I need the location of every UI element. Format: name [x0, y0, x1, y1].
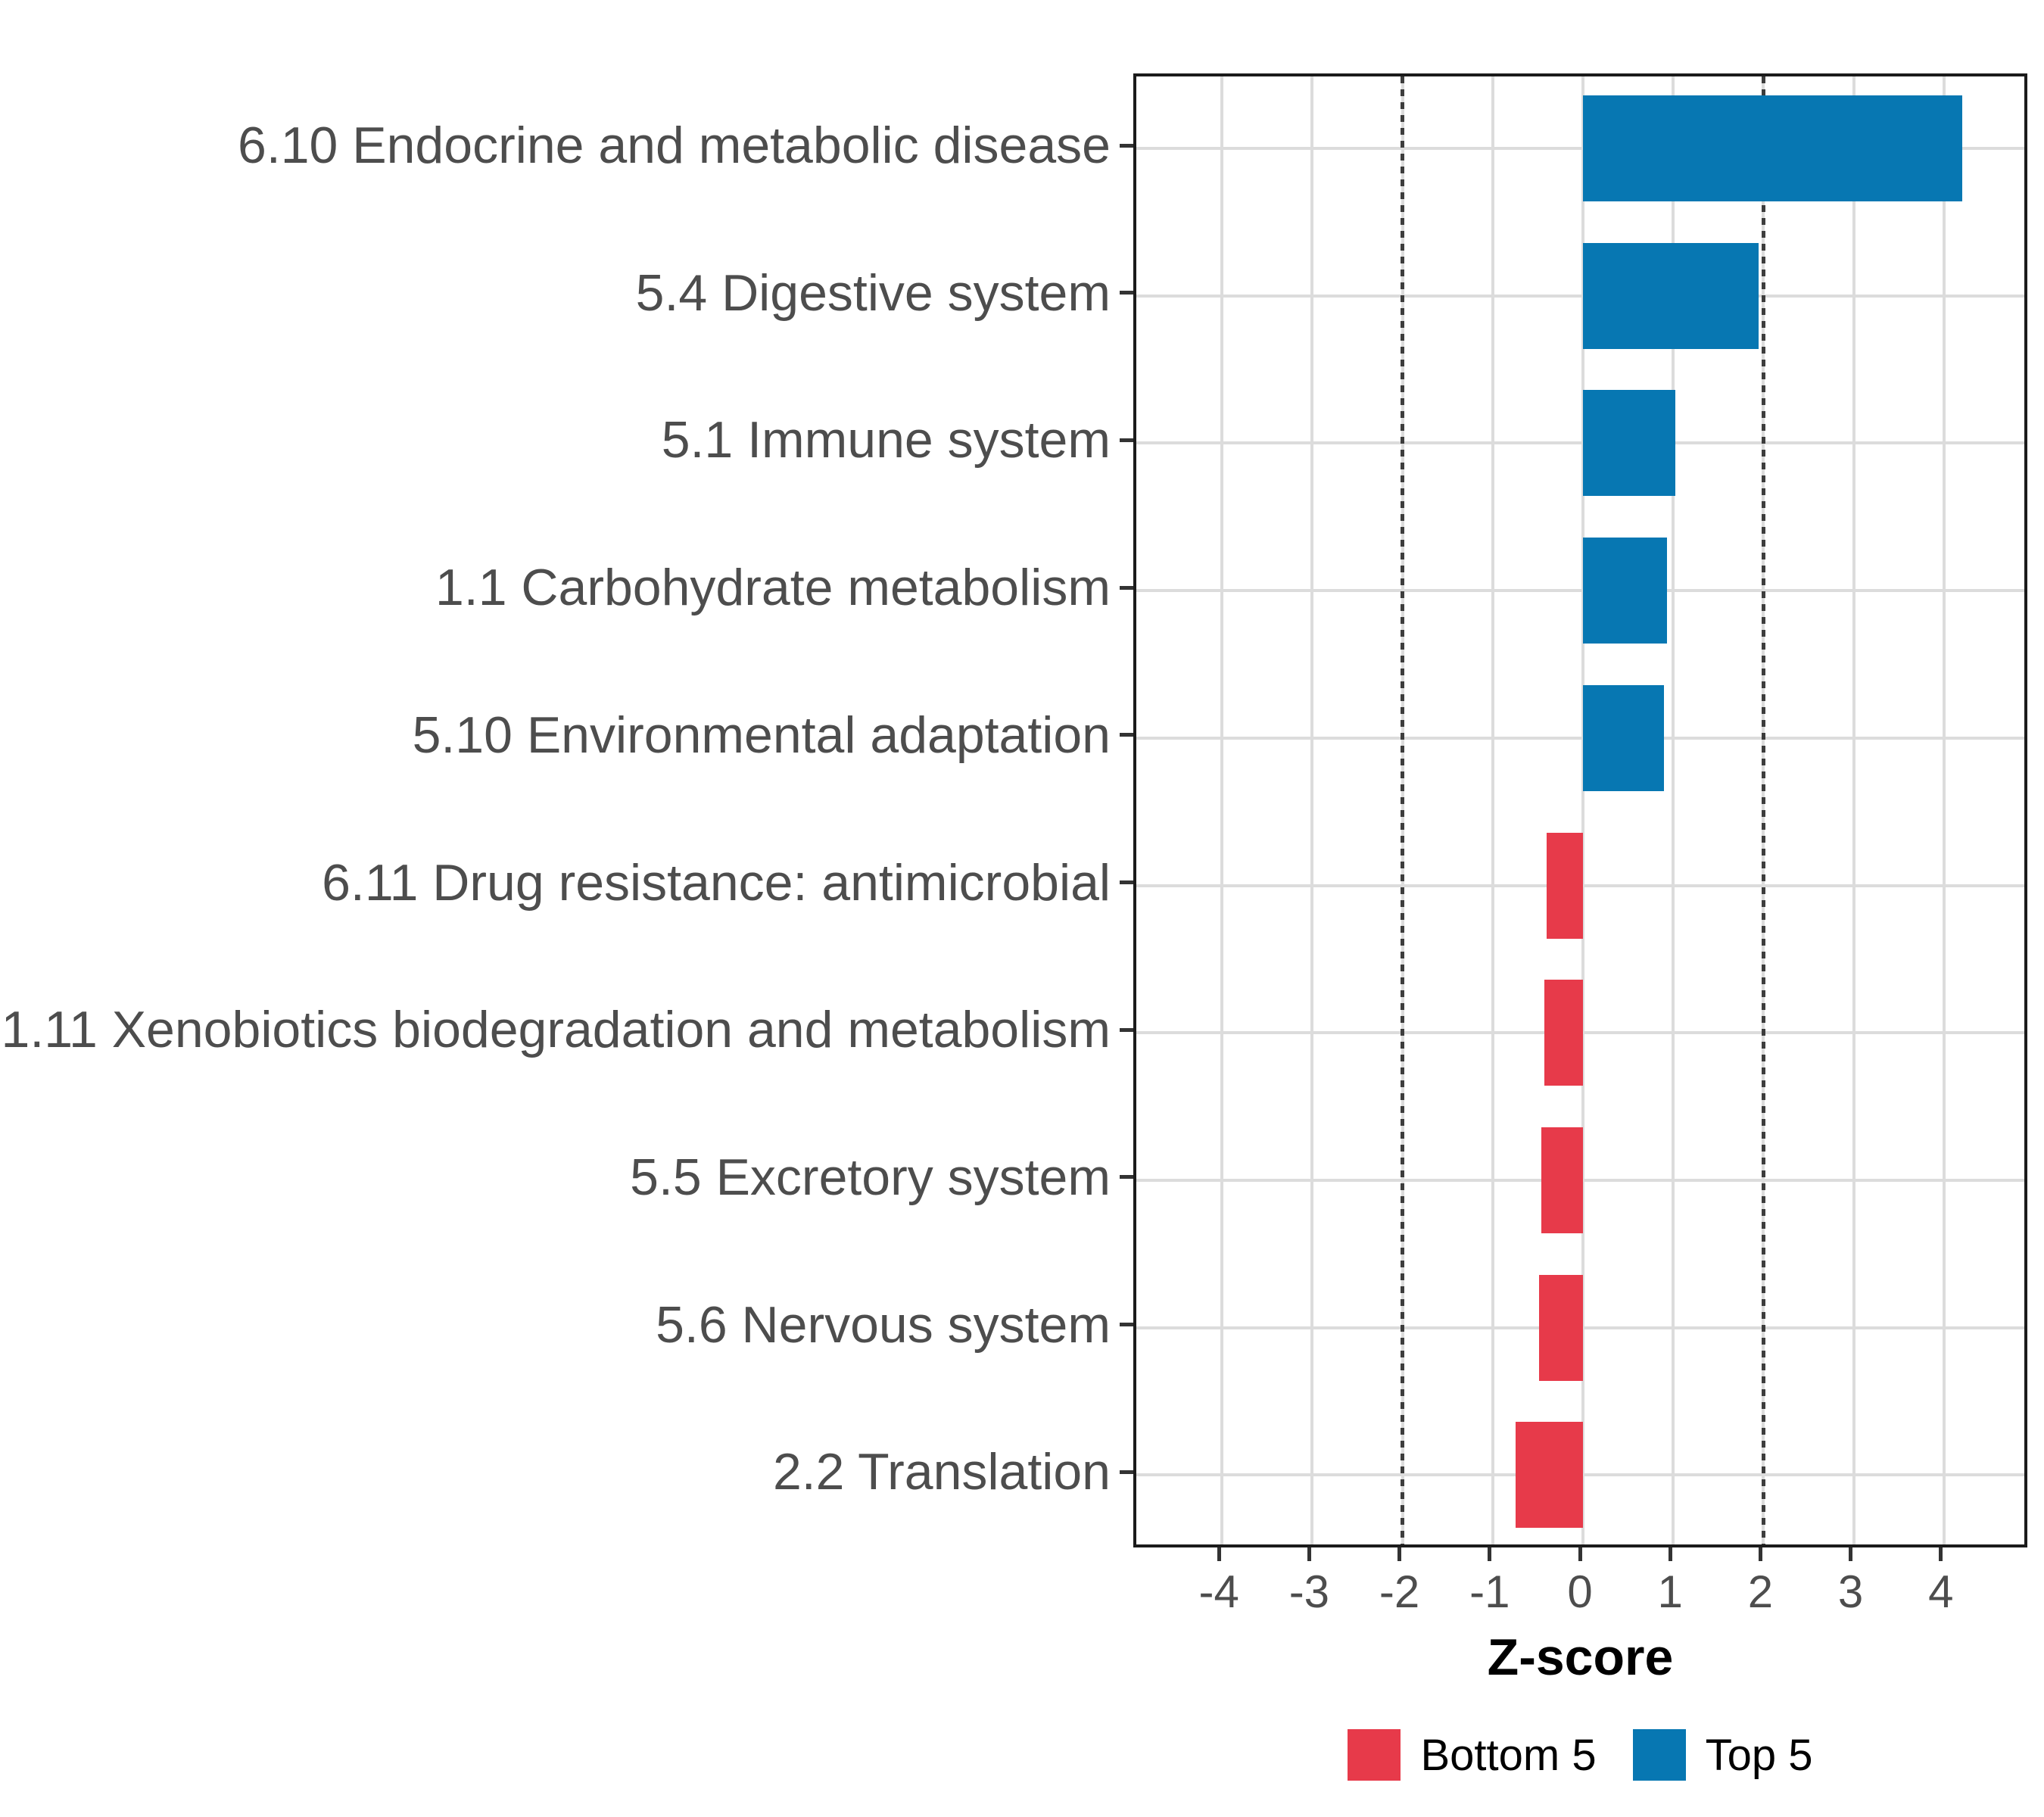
x-tick [1578, 1547, 1582, 1561]
x-gridline [1220, 76, 1224, 1544]
y-tick [1120, 585, 1133, 590]
bar [1547, 832, 1583, 939]
y-axis-label: 2.2 Translation [772, 1443, 1111, 1501]
x-axis: -4 -3 -2 -1 0 1 2 3 4 [1133, 1547, 2027, 1638]
y-gridline [1136, 736, 2024, 740]
x-gridline [1672, 76, 1675, 1544]
y-gridline [1136, 589, 2024, 593]
y-tick [1120, 1175, 1133, 1180]
y-tick [1120, 1027, 1133, 1032]
legend-item: Top 5 [1632, 1729, 1813, 1781]
y-tick [1120, 1323, 1133, 1327]
x-tick-label: -2 [1379, 1566, 1420, 1617]
y-axis-label: 5.1 Immune system [661, 411, 1111, 469]
y-tick [1120, 733, 1133, 737]
x-tick [1217, 1547, 1221, 1561]
reference-line [1401, 76, 1405, 1544]
x-tick-label: -4 [1198, 1566, 1239, 1617]
y-axis-label: 1.11 Xenobiotics biodegradation and meta… [1, 1001, 1111, 1059]
bar [1583, 538, 1667, 644]
bar [1541, 1127, 1583, 1233]
x-tick [1849, 1547, 1853, 1561]
legend-swatch [1348, 1729, 1401, 1781]
x-tick-label: -1 [1469, 1566, 1510, 1617]
y-tick [1120, 143, 1133, 148]
x-tick-label: 1 [1657, 1566, 1683, 1617]
x-tick-label: 0 [1567, 1566, 1593, 1617]
bar [1515, 1422, 1583, 1529]
y-tick [1120, 1469, 1133, 1474]
legend: Bottom 5 Top 5 [1133, 1725, 2027, 1785]
x-tick [1758, 1547, 1762, 1561]
reference-line [1761, 76, 1765, 1544]
bar [1583, 390, 1675, 497]
bar [1583, 95, 1962, 201]
bar [1538, 1274, 1583, 1381]
y-gridline [1136, 294, 2024, 298]
y-axis-label: 5.5 Excretory system [630, 1148, 1111, 1206]
y-gridline [1136, 441, 2024, 445]
x-gridline [1852, 76, 1855, 1544]
x-tick-label: 4 [1928, 1566, 1954, 1617]
legend-label: Top 5 [1705, 1730, 1813, 1780]
x-tick-label: -3 [1288, 1566, 1330, 1617]
x-gridline [1581, 76, 1584, 1544]
y-axis-label: 6.11 Drug resistance: antimicrobial [322, 853, 1111, 912]
x-gridline [1942, 76, 1946, 1544]
bar [1544, 980, 1583, 1086]
legend-item: Bottom 5 [1348, 1729, 1597, 1781]
x-tick [1488, 1547, 1492, 1561]
x-tick [1668, 1547, 1672, 1561]
x-tick [1939, 1547, 1943, 1561]
x-gridline [1310, 76, 1314, 1544]
y-axis-label: 1.1 Carbohydrate metabolism [435, 559, 1111, 617]
plot-panel [1133, 73, 2027, 1547]
x-tick-label: 2 [1747, 1566, 1774, 1617]
bar [1583, 242, 1759, 349]
x-tick [1397, 1547, 1402, 1561]
y-axis: 6.10 Endocrine and metabolic disease 5.4 … [0, 73, 1133, 1547]
y-tick [1120, 880, 1133, 884]
y-tick [1120, 291, 1133, 295]
x-gridline [1491, 76, 1494, 1544]
x-axis-title: Z-score [1487, 1628, 1674, 1686]
legend-label: Bottom 5 [1420, 1730, 1597, 1780]
y-axis-label: 5.4 Digestive system [635, 263, 1111, 322]
x-tick [1307, 1547, 1311, 1561]
y-gridline [1136, 147, 2024, 150]
y-axis-label: 5.6 Nervous system [656, 1295, 1111, 1354]
y-axis-label: 6.10 Endocrine and metabolic disease [238, 117, 1111, 174]
legend-swatch [1632, 1729, 1686, 1781]
bar [1583, 684, 1665, 791]
x-tick-label: 3 [1837, 1566, 1864, 1617]
y-axis-label: 5.10 Environmental adaptation [412, 706, 1111, 764]
y-tick [1120, 438, 1133, 442]
